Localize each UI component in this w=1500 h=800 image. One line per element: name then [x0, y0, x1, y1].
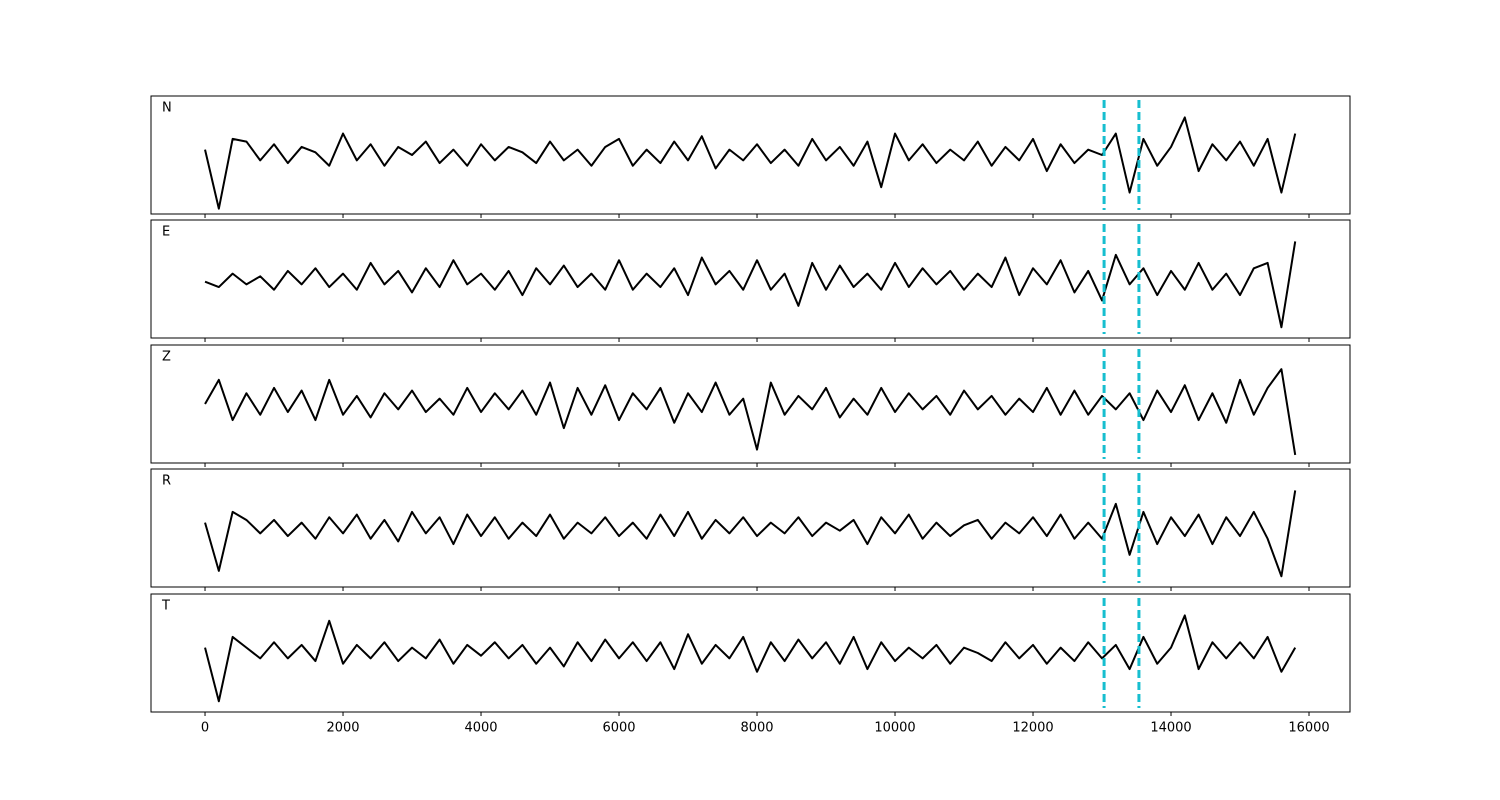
panel-label: R: [162, 474, 171, 489]
panel-label: E: [162, 225, 170, 240]
x-tick-label: 6000: [602, 721, 635, 736]
panel-label: Z: [162, 350, 171, 365]
panel-frame: [150, 219, 1351, 339]
panel-frame: [150, 593, 1351, 713]
x-tick-label: 16000: [1288, 721, 1329, 736]
trace: [204, 490, 1297, 578]
panel-frame: [150, 468, 1351, 588]
x-tick-label: 0: [201, 721, 209, 736]
panel-frame: [150, 95, 1351, 215]
x-tick-label: 2000: [326, 721, 359, 736]
trace: [204, 241, 1297, 329]
x-tick-label: 12000: [1012, 721, 1053, 736]
trace: [204, 368, 1297, 456]
x-tick-label: 10000: [874, 721, 915, 736]
x-tick-label: 14000: [1150, 721, 1191, 736]
trace: [204, 614, 1297, 703]
trace: [204, 116, 1297, 210]
x-tick-label: 8000: [740, 721, 773, 736]
panel-label: T: [161, 599, 170, 614]
panel-frame: [150, 344, 1351, 464]
panel-label: N: [162, 101, 172, 116]
x-tick-label: 4000: [464, 721, 497, 736]
